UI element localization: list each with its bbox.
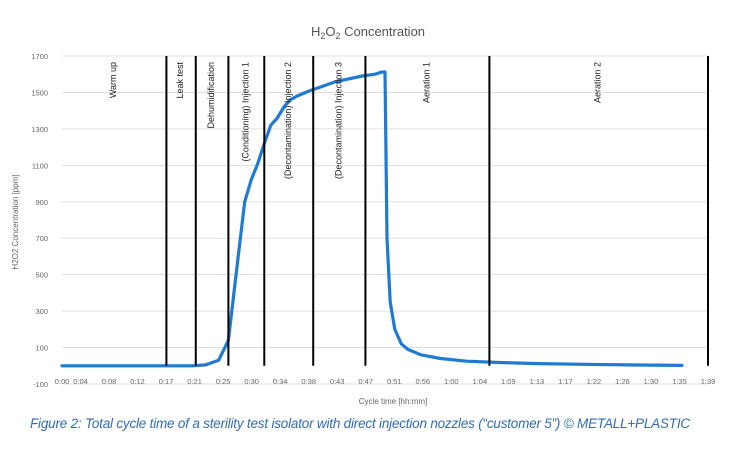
x-tick-label: 0:04 (73, 377, 88, 386)
x-tick-label: 1:17 (558, 377, 573, 386)
x-tick-label: 1:26 (615, 377, 630, 386)
x-tick-label: 0:12 (130, 377, 145, 386)
y-tick-label: -100 (33, 380, 48, 389)
phase-label: Aeration 1 (421, 62, 431, 103)
x-tick-label: 1:00 (444, 377, 459, 386)
x-tick-label: 1:09 (501, 377, 516, 386)
series-group (60, 70, 684, 368)
phase-label: (Decontamination) Injection 2 (283, 62, 293, 179)
phase-label: Leak test (175, 62, 185, 99)
y-tick-label: 700 (35, 234, 48, 243)
phase-label: (Conditioning) Injection 1 (240, 62, 250, 162)
x-tick-label: 0:56 (415, 377, 430, 386)
y-axis-label: H2O2 Concentration [ppm] (11, 174, 20, 269)
phase-label: Warm up (108, 62, 118, 98)
x-tick-label: 0:00 (55, 377, 70, 386)
series-line (60, 70, 684, 368)
y-tick-label: 300 (35, 307, 48, 316)
x-tick-label: 1:22 (587, 377, 602, 386)
title-part: Concentration (340, 24, 425, 39)
x-tick-label: 1:39 (701, 377, 716, 386)
y-tick-label: 1100 (32, 161, 48, 170)
x-tick-label: 1:35 (672, 377, 687, 386)
x-tick-label: 1:04 (473, 377, 488, 386)
x-tick-label: 0:30 (244, 377, 259, 386)
chart-title: H2O2 Concentration (311, 24, 425, 41)
x-tick-labels: 0:00 0:04 0:08 0:12 0:17 0:21 0:25 0:30 0:34 0:38… (55, 377, 716, 386)
x-tick-label: 0:08 (102, 377, 117, 386)
x-tick-label: 0:43 (330, 377, 345, 386)
x-tick-label: 0:47 (358, 377, 373, 386)
y-tick-label: 1500 (31, 88, 48, 97)
phase-label: (Decontamination) Injection 3 (333, 62, 343, 179)
y-tick-label: 500 (35, 271, 48, 280)
x-tick-label: 1:13 (530, 377, 545, 386)
y-tick-label: 900 (35, 198, 48, 207)
x-tick-label: 1:30 (644, 377, 659, 386)
x-tick-label: 0:21 (187, 377, 202, 386)
title-part: O (325, 24, 335, 39)
title-part: H (311, 24, 320, 39)
title-part: 2 (335, 31, 340, 41)
y-tick-label: 100 (35, 344, 48, 353)
phase-label: Aeration 2 (593, 62, 603, 103)
title-part: 2 (320, 31, 325, 41)
x-axis-label: Cycle time [hh:mm] (359, 397, 427, 406)
y-tick-label: 1700 (31, 52, 48, 61)
x-tick-label: 0:17 (159, 377, 174, 386)
phase-label: Dehumidification (206, 62, 216, 129)
y-tick-label: 1300 (31, 125, 48, 134)
x-tick-label: 0:34 (273, 377, 288, 386)
x-tick-label: 0:38 (301, 377, 316, 386)
y-tick-labels: -100 100 300 500 700 900 1100 1300 1500 1700 (31, 52, 48, 389)
figure-caption: Figure 2: Total cycle time of a sterilit… (30, 416, 690, 431)
x-tick-label: 0:25 (216, 377, 231, 386)
phase-lines: Warm up Leak test Dehumidification (Conditi… (108, 56, 709, 366)
x-tick-label: 0:51 (387, 377, 402, 386)
